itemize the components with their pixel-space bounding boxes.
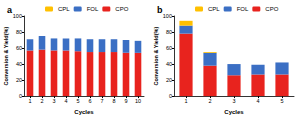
svg-text:0: 0 [19,93,22,99]
svg-text:2: 2 [208,98,211,104]
svg-text:Conversion & Yield(%): Conversion & Yield(%) [153,27,159,86]
svg-text:Cycles: Cycles [224,109,244,115]
svg-text:1: 1 [184,98,187,104]
svg-text:a: a [7,5,13,15]
svg-text:Cycles: Cycles [74,109,94,115]
svg-text:5: 5 [280,98,283,104]
svg-text:40: 40 [166,61,172,67]
svg-text:0: 0 [169,93,172,99]
svg-text:20: 20 [166,77,172,83]
svg-text:6: 6 [88,98,91,104]
svg-text:9: 9 [124,98,127,104]
svg-text:CPL: CPL [58,6,70,12]
svg-text:Conversion & Yield(%): Conversion & Yield(%) [3,27,9,86]
svg-text:20: 20 [16,77,22,83]
svg-text:60: 60 [166,45,172,51]
svg-text:CPO: CPO [115,6,128,12]
svg-text:FOL: FOL [87,6,99,12]
svg-text:CPL: CPL [208,6,220,12]
svg-text:7: 7 [100,98,103,104]
svg-text:80: 80 [166,29,172,35]
svg-text:100: 100 [13,13,22,19]
svg-text:100: 100 [163,13,172,19]
svg-text:10: 10 [135,98,141,104]
svg-text:b: b [157,5,163,15]
svg-text:60: 60 [16,45,22,51]
svg-text:4: 4 [256,98,259,104]
svg-text:3: 3 [232,98,235,104]
svg-text:80: 80 [16,29,22,35]
svg-text:4: 4 [64,98,67,104]
svg-text:CPO: CPO [265,6,278,12]
svg-text:5: 5 [76,98,79,104]
svg-text:1: 1 [28,98,31,104]
svg-text:FOL: FOL [237,6,249,12]
svg-text:3: 3 [52,98,55,104]
svg-text:40: 40 [16,61,22,67]
svg-text:2: 2 [40,98,43,104]
svg-text:8: 8 [112,98,115,104]
